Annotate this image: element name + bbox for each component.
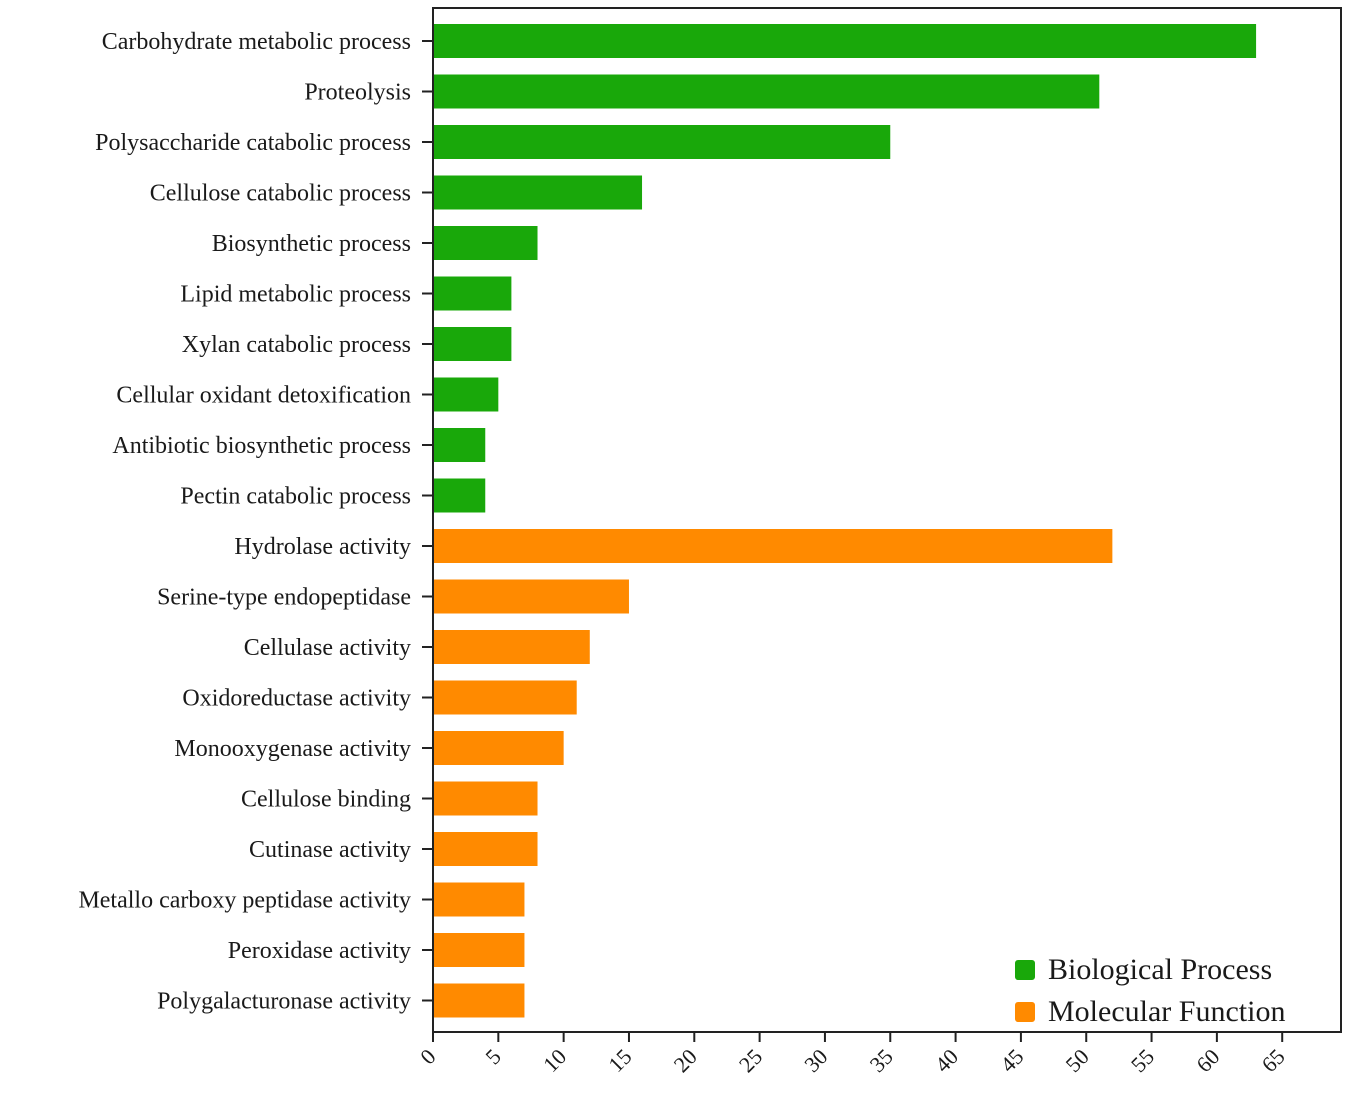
bar-peroxidase-activity <box>433 933 525 967</box>
category-label: Cellulase activity <box>244 635 411 661</box>
category-label: Carbohydrate metabolic process <box>102 29 411 55</box>
category-label: Cutinase activity <box>249 837 411 863</box>
category-label: Serine-type endopeptidase <box>157 585 411 611</box>
bar-biosynthetic-process <box>433 226 538 260</box>
category-label: Polysaccharide catabolic process <box>95 130 411 156</box>
legend-label-biological-process: Biological Process <box>1048 953 1272 986</box>
category-label: Xylan catabolic process <box>182 332 411 358</box>
x-tick-label: 45 <box>995 1044 1028 1077</box>
category-label: Biosynthetic process <box>212 231 411 257</box>
bar-cellulose-binding <box>433 781 538 816</box>
category-labels-group: Carbohydrate metabolic process Proteolysi… <box>78 29 411 1015</box>
bar-serine-type-endopeptidase <box>433 579 629 614</box>
bar-cellular-oxidant-detoxification <box>433 377 499 412</box>
x-tick-label: 60 <box>1191 1044 1224 1077</box>
x-tick-label: 65 <box>1257 1044 1290 1077</box>
plot-frame <box>432 7 1342 1033</box>
x-tick-label: 20 <box>669 1044 702 1077</box>
legend-swatch-molecular-function <box>1015 1002 1035 1022</box>
category-label: Polygalacturonase activity <box>157 989 411 1015</box>
bar-hydrolase-activity <box>433 529 1113 563</box>
x-tick-label: 15 <box>603 1044 636 1077</box>
x-tick-label: 30 <box>799 1044 832 1077</box>
category-label: Metallo carboxy peptidase activity <box>78 888 411 914</box>
x-tick-label: 0 <box>415 1044 440 1069</box>
x-tick-label: 5 <box>480 1044 505 1069</box>
legend-swatch-biological-process <box>1015 960 1035 980</box>
bar-proteolysis <box>433 74 1100 109</box>
bar-polysaccharide-catabolic-process <box>433 125 891 159</box>
bars-group <box>433 24 1257 1018</box>
y-ticks-group <box>422 40 433 1002</box>
bar-cutinase-activity <box>433 832 538 866</box>
bar-carbohydrate-metabolic-process <box>433 24 1257 58</box>
bar-lipid-metabolic-process <box>433 276 512 311</box>
legend-label-molecular-function: Molecular Function <box>1048 995 1285 1028</box>
x-tick-label: 40 <box>930 1044 963 1077</box>
bar-monooxygenase-activity <box>433 731 564 765</box>
x-tick-label: 55 <box>1126 1044 1159 1077</box>
x-tick-label: 35 <box>865 1044 898 1077</box>
category-label: Monooxygenase activity <box>174 736 411 762</box>
bar-pectin-catabolic-process <box>433 478 486 513</box>
category-label: Proteolysis <box>304 80 411 106</box>
bar-cellulase-activity <box>433 630 590 664</box>
x-ticks-group: 0 5 10 15 20 25 30 35 40 45 50 55 60 65 <box>415 1032 1290 1077</box>
category-label: Pectin catabolic process <box>180 484 411 510</box>
bar-antibiotic-biosynthetic-process <box>433 428 486 462</box>
x-tick-label: 10 <box>538 1044 571 1077</box>
bar-cellulose-catabolic-process <box>433 175 643 210</box>
category-label: Cellular oxidant detoxification <box>116 383 411 409</box>
x-tick-label: 25 <box>734 1044 767 1077</box>
category-label: Hydrolase activity <box>234 534 411 560</box>
category-label: Peroxidase activity <box>228 938 411 964</box>
category-label: Cellulose binding <box>241 787 411 813</box>
bar-oxidoreductase-activity <box>433 680 577 715</box>
bar-xylan-catabolic-process <box>433 327 512 361</box>
bar-metallo-carboxy-peptidase-activity <box>433 882 525 917</box>
bar-polygalacturonase-activity <box>433 983 525 1018</box>
category-label: Cellulose catabolic process <box>150 181 411 207</box>
x-tick-label: 50 <box>1061 1044 1094 1077</box>
category-label: Oxidoreductase activity <box>182 686 411 712</box>
category-label: Antibiotic biosynthetic process <box>112 433 411 459</box>
legend: Biological Process Molecular Function <box>1015 953 1285 1028</box>
category-label: Lipid metabolic process <box>180 282 411 308</box>
